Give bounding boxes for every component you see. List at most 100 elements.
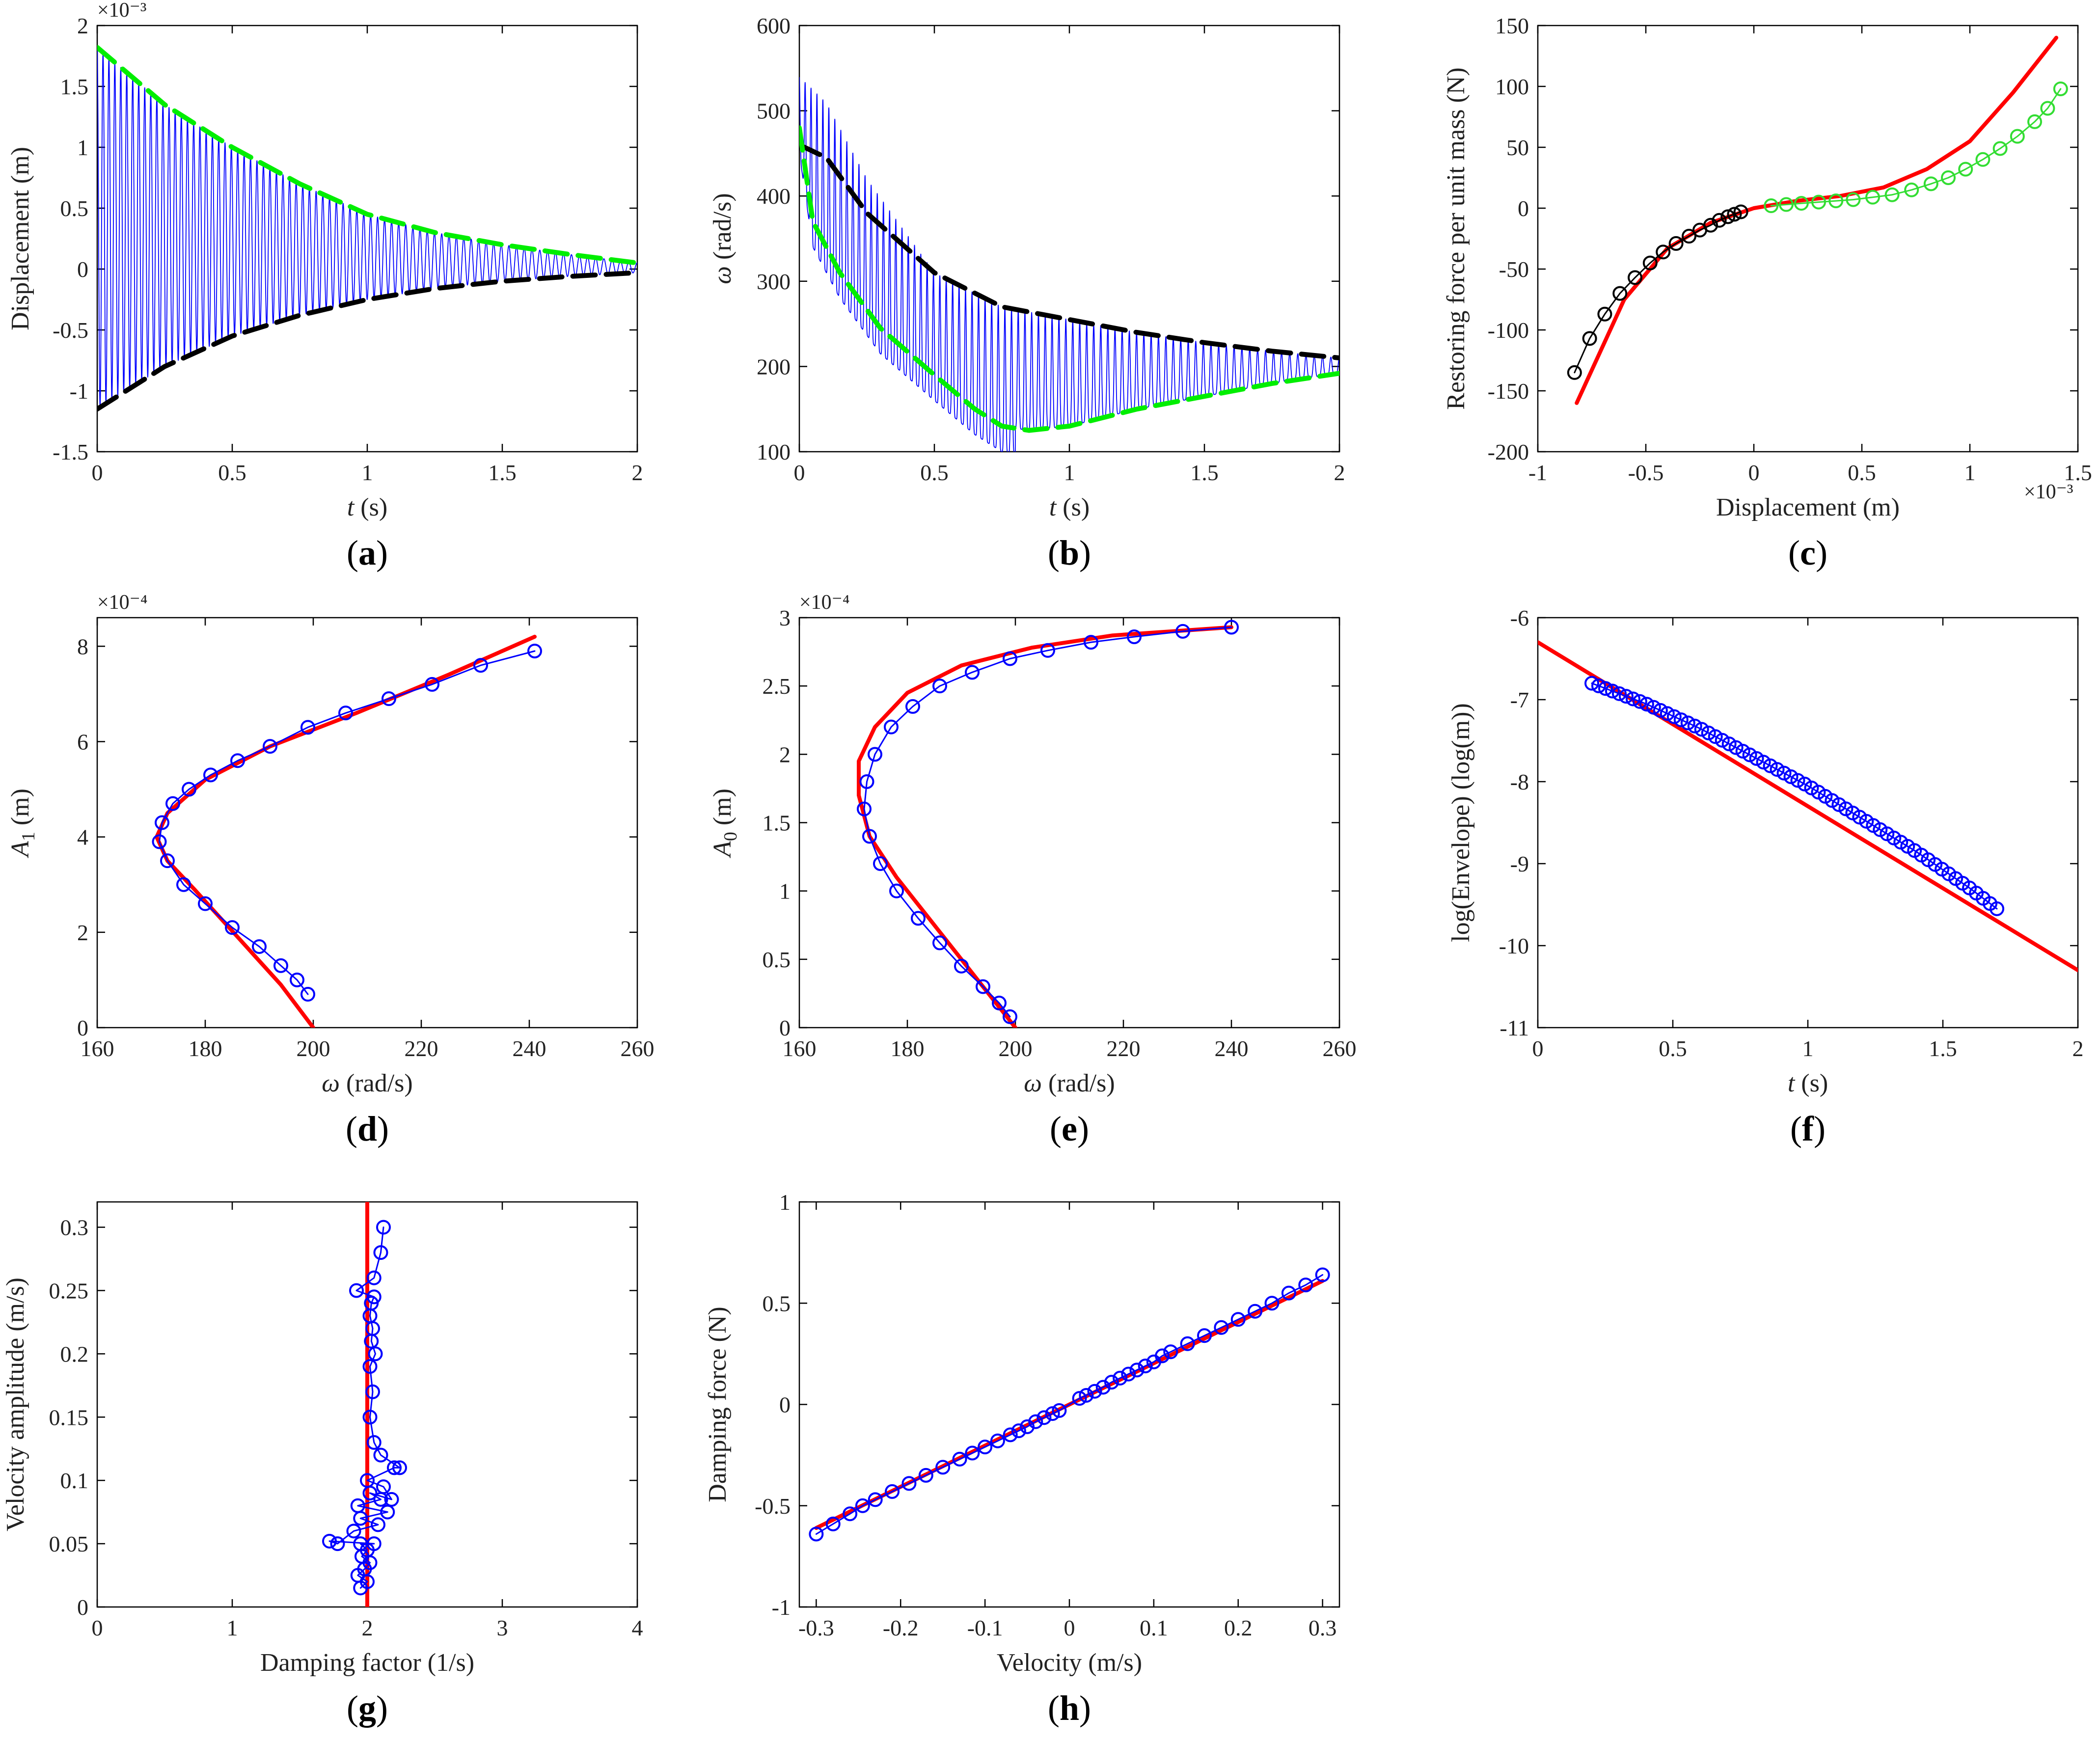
y-tick-label: 150 bbox=[1495, 13, 1529, 38]
data-point bbox=[1298, 1278, 1313, 1293]
data-point bbox=[1701, 725, 1716, 740]
data-point bbox=[1682, 229, 1696, 244]
data-point bbox=[2027, 114, 2042, 129]
y-tick-label: 100 bbox=[1495, 74, 1529, 99]
data-point bbox=[366, 1289, 382, 1305]
x-tick-label: 0 bbox=[92, 460, 103, 485]
data-point bbox=[1598, 681, 1613, 696]
data-point bbox=[1694, 722, 1709, 737]
data-point bbox=[1668, 236, 1684, 251]
x-tick-label: 1 bbox=[1964, 460, 1976, 485]
y-tick-label: 0.5 bbox=[763, 947, 791, 972]
data-point bbox=[362, 1359, 378, 1374]
data-point bbox=[855, 1498, 870, 1513]
data-point bbox=[360, 1473, 375, 1488]
data-point bbox=[338, 706, 353, 721]
model-line bbox=[857, 625, 1233, 1028]
x-axis-label: Damping factor (1/s) bbox=[260, 1649, 474, 1677]
data-point bbox=[349, 1283, 364, 1298]
x-axis-label: Displacement (m) bbox=[1716, 493, 1900, 521]
data-point bbox=[1958, 162, 1973, 177]
y-tick-label: 3 bbox=[779, 605, 791, 630]
data-point bbox=[1248, 1304, 1263, 1319]
data-point bbox=[1779, 197, 1794, 212]
y-tick-label: -200 bbox=[1488, 439, 1529, 464]
x-tick-label: 0.5 bbox=[218, 460, 246, 485]
data-point bbox=[1656, 245, 1671, 260]
data-point bbox=[1763, 758, 1778, 773]
data-point bbox=[1639, 697, 1654, 712]
data-point bbox=[1733, 204, 1748, 219]
data-point bbox=[346, 1524, 361, 1539]
x-tick-label: 1 bbox=[1802, 1036, 1814, 1061]
data-point bbox=[1605, 683, 1620, 699]
data-point bbox=[843, 1506, 858, 1522]
data-point bbox=[300, 987, 315, 1002]
data-point bbox=[1129, 1362, 1145, 1378]
data-point bbox=[1712, 213, 1727, 228]
y-tick-label: 50 bbox=[1506, 135, 1529, 160]
data-point bbox=[932, 935, 947, 951]
y-tick-label: 1 bbox=[77, 135, 88, 160]
x-tick-label: 0 bbox=[1064, 1615, 1075, 1640]
x-tick-label: -1 bbox=[1528, 460, 1547, 485]
panel-c: -1 -0.5 0 0.5 1 1.5 -200 -150 -100 -50 0 50 100 150 Di… bbox=[1442, 13, 2092, 572]
y-tick-label: 0 bbox=[1518, 196, 1529, 221]
data-point bbox=[387, 1460, 402, 1475]
data-point bbox=[1138, 1359, 1153, 1374]
data-point bbox=[1975, 152, 1991, 167]
data-point bbox=[1197, 1328, 1212, 1343]
data-point bbox=[873, 856, 888, 871]
data-point bbox=[1625, 691, 1640, 707]
data-point bbox=[252, 939, 267, 954]
x-tick-label: 2 bbox=[632, 460, 643, 485]
data-point bbox=[1865, 190, 1880, 205]
x-tick-label: -0.3 bbox=[798, 1615, 834, 1640]
x-tick-label: 1.5 bbox=[1929, 1036, 1957, 1061]
y-tick-label: 2 bbox=[779, 742, 791, 767]
data-point bbox=[1653, 703, 1668, 718]
data-point bbox=[857, 801, 872, 817]
data-point bbox=[366, 1536, 382, 1551]
data-point bbox=[1175, 624, 1190, 639]
data-point bbox=[366, 1435, 382, 1450]
data-point bbox=[1764, 198, 1779, 214]
data-point bbox=[392, 1460, 407, 1475]
signal-line bbox=[97, 48, 637, 408]
y-tick-label: -6 bbox=[1510, 605, 1529, 630]
data-point bbox=[263, 739, 277, 754]
data-point bbox=[954, 958, 969, 974]
data-point bbox=[1072, 1391, 1087, 1406]
data-point bbox=[376, 1220, 391, 1235]
data-point bbox=[382, 691, 396, 707]
x-tick-label: 4 bbox=[632, 1615, 643, 1640]
data-point bbox=[990, 1433, 1005, 1448]
y-tick-label: 0.1 bbox=[60, 1468, 89, 1493]
data-point bbox=[1591, 678, 1606, 693]
data-point bbox=[1770, 762, 1785, 777]
y-tick-label: 0.5 bbox=[60, 196, 89, 221]
data-point bbox=[371, 1517, 385, 1532]
x-tick-label: -0.2 bbox=[883, 1615, 919, 1640]
x-tick-label: 0.3 bbox=[1309, 1615, 1337, 1640]
data-point bbox=[901, 1476, 917, 1491]
y-tick-label: -1 bbox=[772, 1595, 791, 1620]
data-point bbox=[384, 1492, 399, 1507]
y-axis-label: log(Envelope) (log(m)) bbox=[1447, 703, 1475, 942]
x-tick-label: 260 bbox=[621, 1036, 655, 1061]
x-tick-label: 0.5 bbox=[1659, 1036, 1687, 1061]
data-point bbox=[1735, 744, 1750, 759]
data-point bbox=[965, 665, 980, 680]
data-line bbox=[159, 650, 536, 995]
panel-label: (g) bbox=[347, 1688, 388, 1728]
plot-area bbox=[1538, 640, 2078, 973]
data-line bbox=[815, 1274, 1324, 1535]
data-point bbox=[1904, 182, 1919, 197]
y-axis-label: Damping force (N) bbox=[704, 1306, 732, 1502]
data-point bbox=[1687, 718, 1702, 734]
data-point bbox=[1776, 765, 1792, 781]
data-point bbox=[1721, 736, 1737, 752]
x-tick-label: 3 bbox=[497, 1615, 508, 1640]
data-point bbox=[1646, 700, 1661, 715]
y-tick-label: 400 bbox=[757, 184, 791, 209]
